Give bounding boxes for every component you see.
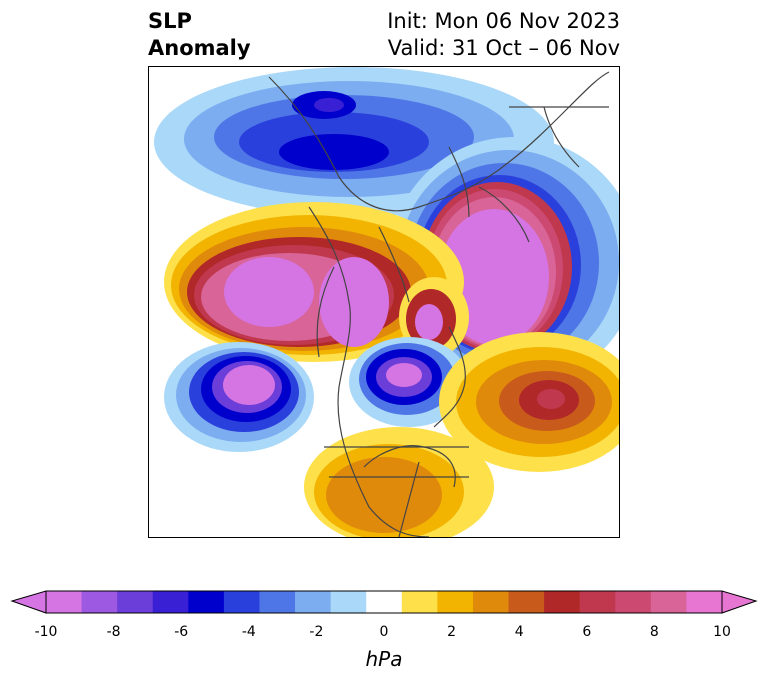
colorbar-unit: hPa — [365, 647, 403, 671]
colorbar-cell — [81, 591, 118, 613]
map-subtitle: Init: Mon 06 Nov 2023 Valid: 31 Oct – 06… — [387, 8, 620, 62]
colorbar-cell — [650, 591, 687, 613]
colorbar-tick: 8 — [649, 624, 659, 640]
colorbar-tick: -6 — [174, 624, 189, 640]
atlantic-high — [439, 332, 619, 472]
colorbar-cell — [472, 591, 510, 613]
colorbar-under-arrow — [10, 590, 47, 614]
colorbar-cell — [401, 591, 438, 613]
colorbar-cell — [152, 591, 189, 613]
siberia-low — [154, 67, 554, 217]
colorbar-tick: 4 — [514, 624, 524, 640]
canada-low — [349, 337, 469, 427]
coastlines — [268, 71, 610, 537]
colorbar-tick: -2 — [309, 624, 324, 640]
colorbar-tick: 0 — [379, 624, 389, 640]
arctic-lobe — [399, 277, 469, 357]
colorbar-tick: -4 — [241, 624, 256, 640]
colorbar — [10, 590, 758, 614]
colorbar-tick: 10 — [713, 624, 731, 640]
colorbar-tick: -10 — [34, 624, 58, 640]
colorbar-tick-labels: -10 -8 -6 -4 -2 0 2 4 6 8 10 — [0, 624, 768, 644]
colorbar-cell — [615, 591, 652, 613]
colorbar-cell — [437, 591, 474, 613]
colorbar-cell — [330, 591, 367, 613]
colorbar-cell — [188, 591, 225, 613]
colorbar-cell — [366, 591, 403, 613]
colorbar-cell — [579, 591, 616, 613]
colorbar-tick: 2 — [447, 624, 457, 640]
colorbar-cell — [46, 591, 83, 613]
anomaly-map — [148, 66, 620, 538]
title-line-2: Anomaly — [148, 36, 251, 60]
title-line-1: SLP — [148, 9, 192, 33]
colorbar-tick: -8 — [106, 624, 121, 640]
map-title: SLP Anomaly — [148, 8, 251, 62]
colorbar-cell — [544, 591, 581, 613]
valid-range: Valid: 31 Oct – 06 Nov — [387, 36, 620, 60]
map-canvas — [154, 67, 619, 537]
pacific-high — [164, 202, 464, 362]
colorbar-cell — [117, 591, 154, 613]
init-date: Init: Mon 06 Nov 2023 — [387, 9, 620, 33]
gulf-alaska-low — [164, 342, 314, 452]
colorbar-cell — [223, 591, 260, 613]
colorbar-cell — [295, 591, 332, 613]
colorbar-over-arrow — [721, 590, 758, 614]
colorbar-cell — [686, 591, 723, 613]
colorbar-tick: 6 — [582, 624, 592, 640]
colorbar-cell — [508, 591, 545, 613]
colorbar-cell — [259, 591, 296, 613]
colorbar-outline — [45, 590, 723, 614]
